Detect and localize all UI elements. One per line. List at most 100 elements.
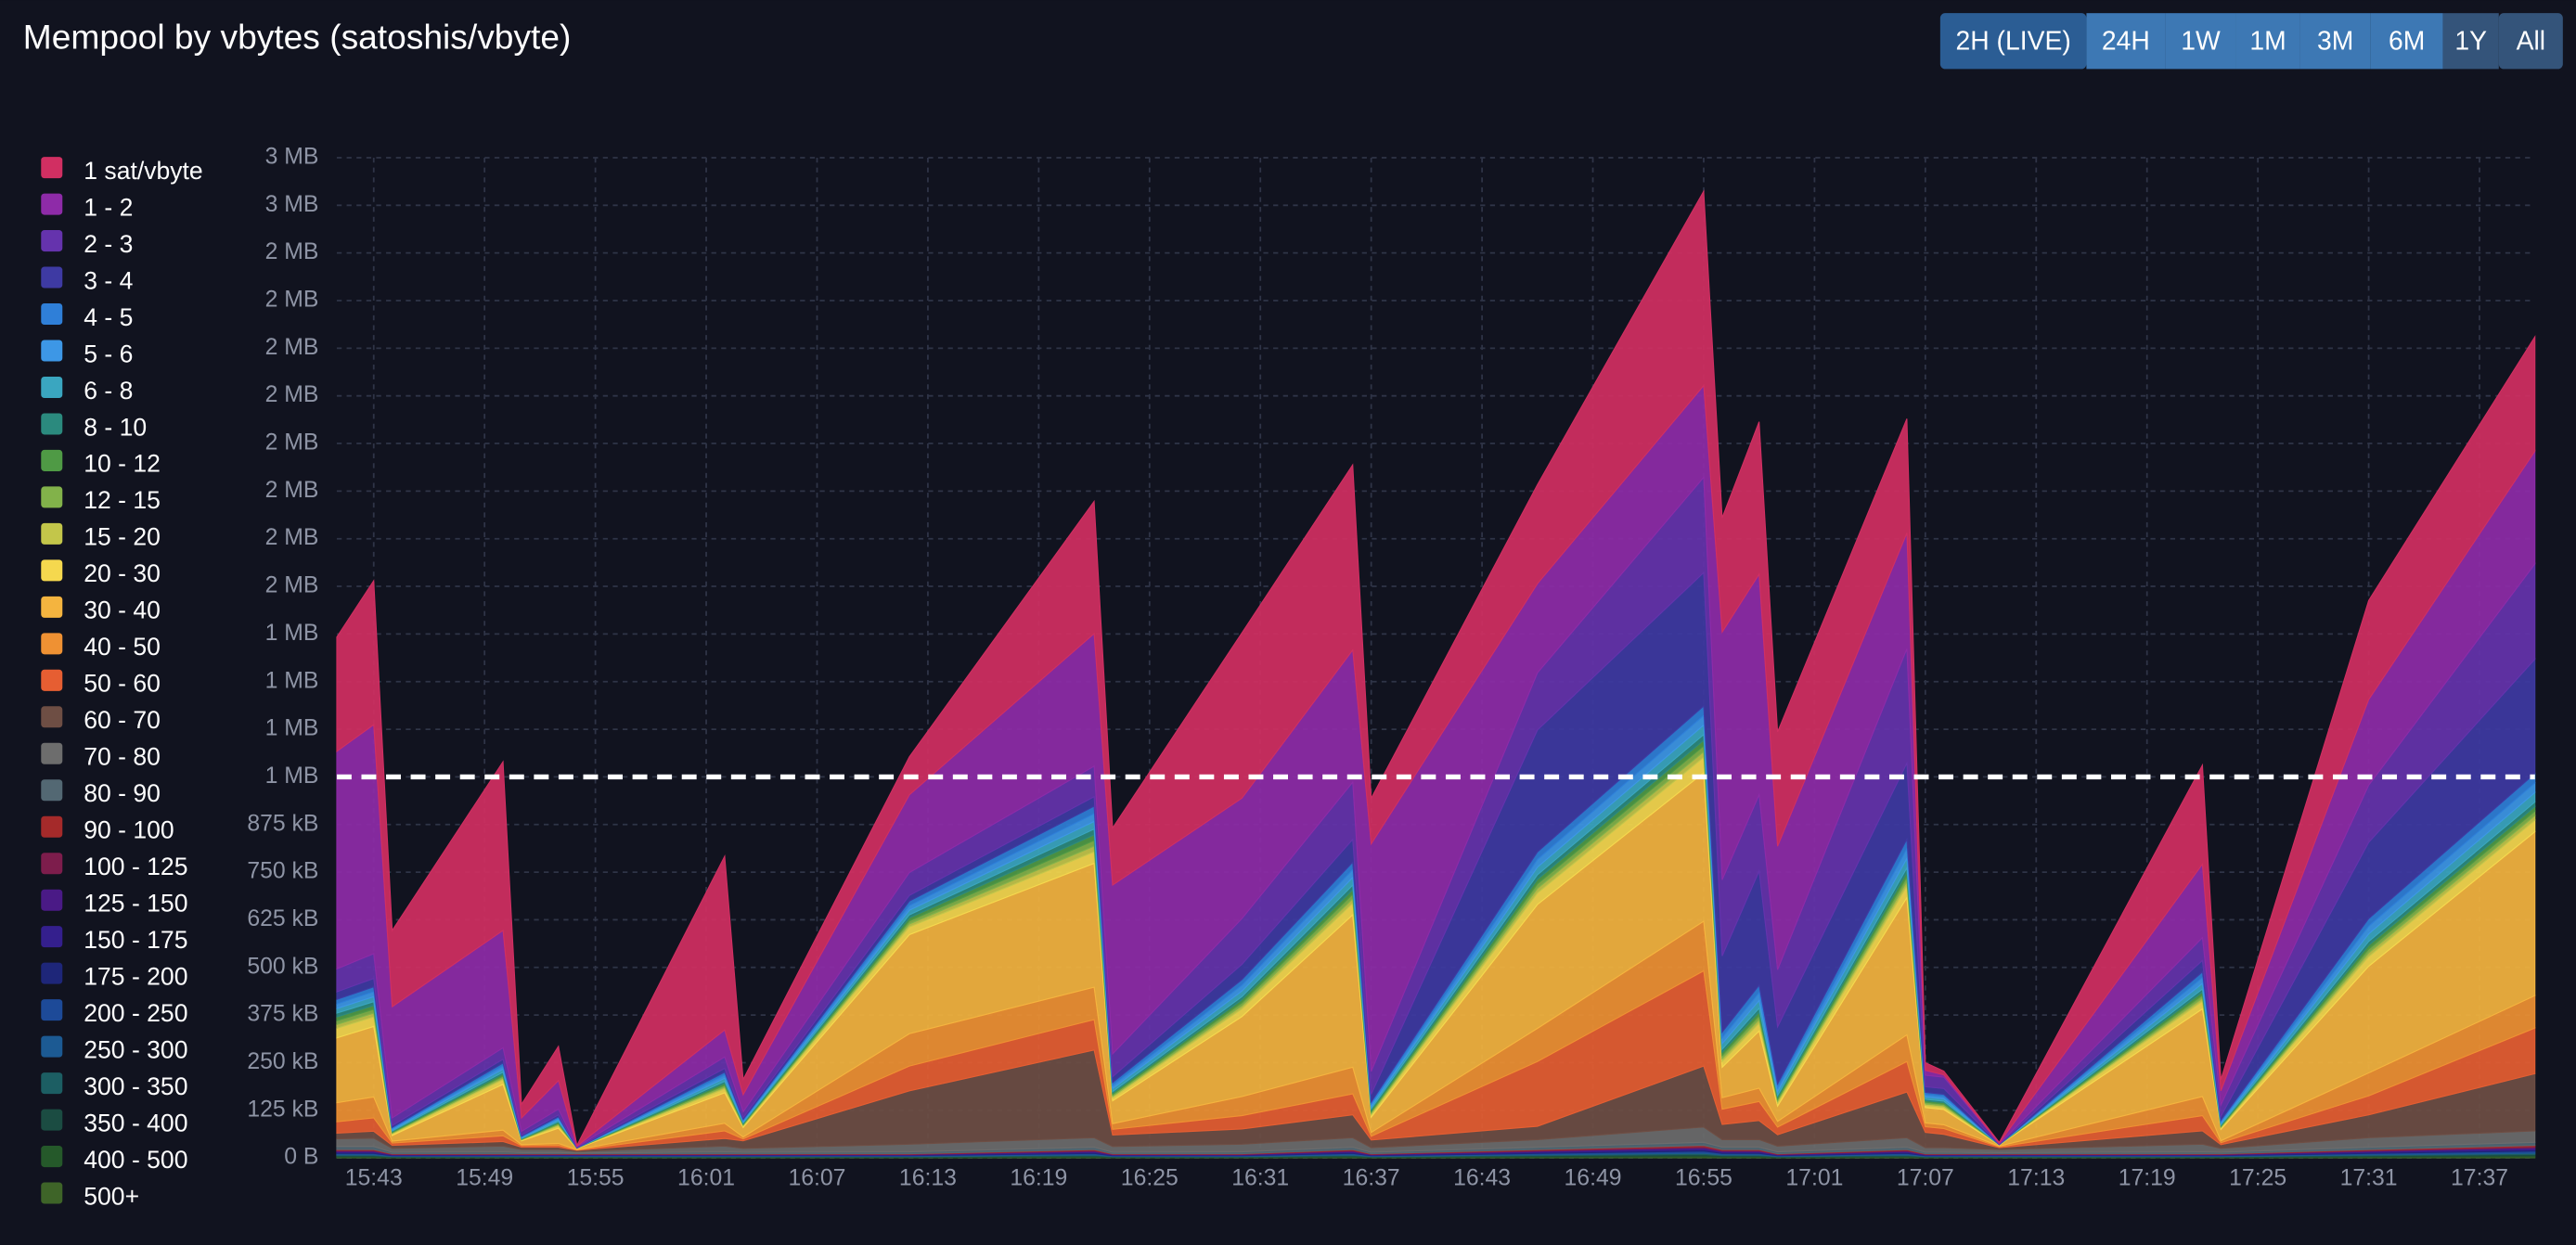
legend-item[interactable]: 500+ — [41, 1182, 139, 1210]
legend-item[interactable]: 5 - 6 — [41, 340, 133, 367]
legend-label[interactable]: 80 - 90 — [84, 779, 161, 807]
legend-label[interactable]: 350 - 400 — [84, 1109, 187, 1136]
legend-label[interactable]: 70 - 80 — [84, 743, 161, 771]
legend-label[interactable]: 50 - 60 — [84, 670, 161, 698]
range-button[interactable]: 24H — [2086, 13, 2166, 70]
range-button-bg[interactable] — [2299, 13, 2371, 70]
legend-item[interactable]: 50 - 60 — [41, 670, 161, 698]
legend-item[interactable]: 125 - 150 — [41, 890, 187, 918]
legend-swatch[interactable] — [41, 999, 63, 1021]
legend-label[interactable]: 40 - 50 — [84, 633, 161, 661]
legend-item[interactable]: 1 sat/vbyte — [41, 157, 203, 185]
legend-swatch[interactable] — [41, 669, 63, 691]
legend-swatch[interactable] — [41, 1146, 63, 1168]
range-button[interactable]: All — [2498, 13, 2563, 70]
legend-item[interactable]: 200 - 250 — [41, 999, 187, 1027]
legend-label[interactable]: 15 - 20 — [84, 523, 161, 551]
legend-item[interactable]: 175 - 200 — [41, 962, 187, 990]
legend-swatch[interactable] — [41, 779, 63, 802]
legend-item[interactable]: 1 - 2 — [41, 193, 133, 221]
legend-item[interactable]: 100 - 125 — [41, 853, 187, 880]
legend-label[interactable]: 100 - 125 — [84, 853, 187, 880]
legend-label[interactable]: 200 - 250 — [84, 999, 187, 1027]
legend-swatch[interactable] — [41, 522, 63, 545]
range-button-label[interactable]: 2H (LIVE) — [1955, 27, 2070, 57]
legend-swatch[interactable] — [41, 157, 63, 179]
legend-swatch[interactable] — [41, 376, 63, 398]
range-button-label[interactable]: 6M — [2389, 27, 2425, 57]
range-button-bg[interactable] — [2235, 13, 2300, 70]
legend-label[interactable]: 90 - 100 — [84, 816, 174, 844]
range-button[interactable]: 6M — [2370, 13, 2443, 70]
legend-swatch[interactable] — [41, 1072, 63, 1095]
legend-swatch[interactable] — [41, 815, 63, 838]
legend-item[interactable]: 250 - 300 — [41, 1035, 187, 1063]
legend-swatch[interactable] — [41, 303, 63, 326]
legend-swatch[interactable] — [41, 596, 63, 618]
legend-label[interactable]: 4 - 5 — [84, 303, 133, 331]
legend-label[interactable]: 3 - 4 — [84, 266, 133, 294]
legend-swatch[interactable] — [41, 193, 63, 215]
range-button-label[interactable]: 1M — [2249, 27, 2286, 57]
legend-swatch[interactable] — [41, 962, 63, 984]
legend-swatch[interactable] — [41, 742, 63, 764]
legend-swatch[interactable] — [41, 1035, 63, 1058]
legend-item[interactable]: 30 - 40 — [41, 597, 161, 624]
legend-label[interactable]: 12 - 15 — [84, 486, 161, 514]
legend-item[interactable]: 15 - 20 — [41, 523, 161, 551]
legend-item[interactable]: 70 - 80 — [41, 743, 161, 771]
legend-label[interactable]: 400 - 500 — [84, 1146, 187, 1174]
legend-item[interactable]: 4 - 5 — [41, 303, 133, 331]
legend-label[interactable]: 500+ — [84, 1182, 139, 1210]
range-button-label[interactable]: 3M — [2317, 27, 2353, 57]
range-button[interactable]: 3M — [2299, 13, 2371, 70]
legend-swatch[interactable] — [41, 853, 63, 875]
legend-label[interactable]: 300 - 350 — [84, 1072, 187, 1100]
range-button[interactable]: 1M — [2235, 13, 2300, 70]
legend-label[interactable]: 175 - 200 — [84, 962, 187, 990]
legend-label[interactable]: 20 - 30 — [84, 559, 161, 587]
range-button-label[interactable]: 1Y — [2454, 27, 2487, 57]
range-button-label[interactable]: 1W — [2181, 27, 2221, 57]
legend-item[interactable]: 12 - 15 — [41, 486, 161, 514]
legend-item[interactable]: 60 - 70 — [41, 706, 161, 734]
legend-item[interactable]: 40 - 50 — [41, 633, 161, 661]
legend-label[interactable]: 8 - 10 — [84, 413, 147, 441]
legend-label[interactable]: 5 - 6 — [84, 340, 133, 367]
legend-item[interactable]: 350 - 400 — [41, 1109, 187, 1136]
range-button-bg[interactable] — [2165, 13, 2236, 70]
legend-swatch[interactable] — [41, 1182, 63, 1204]
legend-label[interactable]: 1 sat/vbyte — [84, 157, 202, 185]
legend-item[interactable]: 400 - 500 — [41, 1146, 187, 1174]
legend-item[interactable]: 8 - 10 — [41, 413, 147, 441]
legend[interactable]: 1 sat/vbyte 1 - 2 2 - 3 3 - 4 4 - 5 5 - 6 6 - … — [41, 157, 203, 1210]
legend-swatch[interactable] — [41, 266, 63, 289]
legend-label[interactable]: 150 - 175 — [84, 926, 187, 954]
legend-label[interactable]: 6 - 8 — [84, 377, 133, 404]
legend-swatch[interactable] — [41, 340, 63, 362]
legend-label[interactable]: 2 - 3 — [84, 230, 133, 258]
legend-item[interactable]: 80 - 90 — [41, 779, 161, 807]
toolbar[interactable]: 2H (LIVE) 24H 1W 1M 3M 6M 1Y All — [1939, 13, 2563, 70]
range-button-bg[interactable] — [2370, 13, 2443, 70]
legend-label[interactable]: 60 - 70 — [84, 706, 161, 734]
range-button-bg[interactable] — [2498, 13, 2563, 70]
legend-item[interactable]: 6 - 8 — [41, 377, 133, 404]
legend-item[interactable]: 3 - 4 — [41, 266, 133, 294]
legend-item[interactable]: 150 - 175 — [41, 926, 187, 954]
range-button-bg[interactable] — [1939, 13, 2087, 70]
range-button-bg[interactable] — [2086, 13, 2166, 70]
legend-swatch[interactable] — [41, 633, 63, 655]
legend-swatch[interactable] — [41, 1109, 63, 1131]
legend-swatch[interactable] — [41, 889, 63, 911]
legend-swatch[interactable] — [41, 559, 63, 582]
legend-item[interactable]: 20 - 30 — [41, 559, 161, 587]
legend-label[interactable]: 250 - 300 — [84, 1035, 187, 1063]
legend-swatch[interactable] — [41, 486, 63, 508]
range-button[interactable]: 2H (LIVE) — [1939, 13, 2087, 70]
range-button[interactable]: 1Y — [2442, 13, 2499, 70]
legend-item[interactable]: 300 - 350 — [41, 1072, 187, 1100]
legend-label[interactable]: 10 - 12 — [84, 450, 161, 478]
legend-item[interactable]: 90 - 100 — [41, 816, 174, 844]
legend-swatch[interactable] — [41, 926, 63, 948]
